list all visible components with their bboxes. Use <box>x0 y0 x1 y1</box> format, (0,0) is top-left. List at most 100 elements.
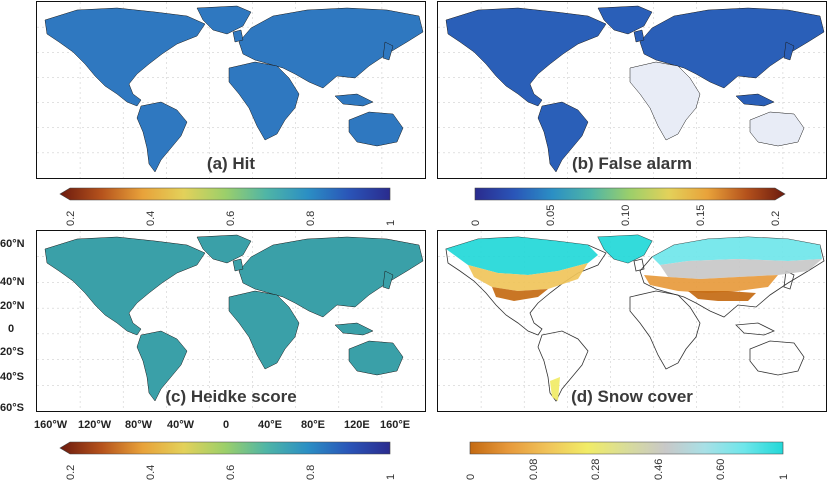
panel-false-alarm: (b) False alarm <box>437 1 827 179</box>
landmass-southAmerica <box>137 331 187 401</box>
map-heidke-score <box>37 231 425 411</box>
landmass-northAmerica <box>446 8 606 106</box>
coastline-australia <box>749 340 805 376</box>
coastline-africa <box>629 61 701 141</box>
colorbar-false-alarm <box>474 187 786 201</box>
colorbar-tick-label: 0.08 <box>528 459 540 480</box>
lat-label: 20°N <box>0 300 25 312</box>
landmass-eurasia <box>239 237 423 317</box>
landmass-australia <box>349 112 403 146</box>
lon-label: 160°E <box>380 419 410 431</box>
coastline-northAmerica <box>44 7 206 107</box>
landmass-japan <box>784 42 794 60</box>
coastline-indonesia <box>735 93 775 107</box>
lat-label: 60°S <box>0 402 24 414</box>
map-snow-cover <box>438 231 826 411</box>
colorbar-tick-label: 0.2 <box>65 465 77 480</box>
coastline-japan <box>783 41 795 61</box>
coastline-greenland <box>196 234 252 264</box>
lat-label: 20°S <box>0 346 24 358</box>
lon-label: 40°W <box>167 419 194 431</box>
coastline-southAmerica <box>537 101 589 173</box>
coastline-uk <box>232 258 244 272</box>
colorbar-tick-label: 0 <box>465 474 477 480</box>
coastline-japan <box>382 41 394 61</box>
landmass-indonesia <box>335 323 373 335</box>
map-false-alarm <box>438 2 826 178</box>
coastline-uk <box>633 258 645 272</box>
panel-hit: (a) Hit <box>36 1 426 179</box>
landmass-africa <box>229 291 299 369</box>
colorbar-tick-label: 0.6 <box>225 211 237 226</box>
snow-cover-region <box>550 377 560 401</box>
snow-cover-region <box>468 263 588 291</box>
colorbar-tick-label: 0.4 <box>145 465 157 480</box>
lon-label: 120E <box>344 419 370 431</box>
snow-cover-region <box>660 259 822 279</box>
lon-label: 0 <box>223 419 229 431</box>
snow-cover-region <box>652 237 822 265</box>
landmass-indonesia <box>335 94 373 106</box>
colorbar-hit <box>59 187 391 201</box>
coastline-japan <box>783 270 795 290</box>
snow-cover-region <box>446 237 598 275</box>
coastline-northAmerica <box>445 236 607 336</box>
lon-label: 40°E <box>258 419 282 431</box>
coastline-southAmerica <box>136 101 188 173</box>
coastline-africa <box>629 290 701 370</box>
colorbar-tick-label: 0.05 <box>545 205 557 226</box>
coastline-africa <box>228 61 300 141</box>
landmass-australia <box>349 341 403 375</box>
colorbar-tick-label: 0.8 <box>305 211 317 226</box>
coastline-australia <box>348 340 404 376</box>
lat-label: 40°S <box>0 371 24 383</box>
coastline-indonesia <box>735 322 775 336</box>
colorbar-tick-label: 0.15 <box>695 205 707 226</box>
landmass-japan <box>383 42 393 60</box>
colorbar-tick-label: 0.2 <box>65 211 77 226</box>
coastline-africa <box>228 290 300 370</box>
coastline-uk <box>633 29 645 43</box>
panel-heidke-score: (c) Heidke score <box>36 230 426 412</box>
landmass-uk <box>634 30 644 42</box>
lat-label: 40°N <box>0 276 25 288</box>
landmass-uk <box>233 30 243 42</box>
colorbar-tick-label: 0.28 <box>590 459 602 480</box>
snow-cover-region <box>644 275 778 293</box>
snow-cover-region <box>492 287 548 301</box>
lon-label: 80°W <box>125 419 152 431</box>
landmass-greenland <box>197 235 251 263</box>
coastline-australia <box>348 111 404 147</box>
landmass-eurasia <box>640 8 824 88</box>
coastline-indonesia <box>334 93 374 107</box>
coastline-greenland <box>597 5 653 35</box>
landmass-indonesia <box>736 94 774 106</box>
colorbar-tick-label: 1 <box>778 474 790 480</box>
colorbar-tick-label: 0.2 <box>770 211 782 226</box>
landmass-uk <box>233 259 243 271</box>
colorbar-gradient <box>59 441 391 455</box>
colorbar-tick-label: 0.60 <box>715 459 727 480</box>
landmass-northAmerica <box>45 237 205 335</box>
colorbar-tick-label: 1 <box>385 220 397 226</box>
landmass-japan <box>383 271 393 289</box>
colorbar-gradient <box>469 441 784 455</box>
coastline-australia <box>749 111 805 147</box>
colorbar-gradient <box>59 187 391 201</box>
lat-label: 0 <box>8 323 14 335</box>
landmass-northAmerica <box>45 8 205 106</box>
coastline-indonesia <box>334 322 374 336</box>
landmass-greenland <box>197 6 251 34</box>
coastline-greenland <box>196 5 252 35</box>
landmass-southAmerica <box>137 102 187 172</box>
landmass-africa <box>630 62 700 140</box>
colorbar-tick-label: 1 <box>385 474 397 480</box>
lat-label: 60°N <box>0 238 25 250</box>
lon-label: 80°E <box>301 419 325 431</box>
panel-snow-cover: (d) Snow cover <box>437 230 827 412</box>
coastline-japan <box>382 270 394 290</box>
landmass-australia <box>750 112 804 146</box>
colorbar-tick-label: 0 <box>470 220 482 226</box>
coastline-northAmerica <box>445 7 607 107</box>
coastline-southAmerica <box>136 330 188 402</box>
